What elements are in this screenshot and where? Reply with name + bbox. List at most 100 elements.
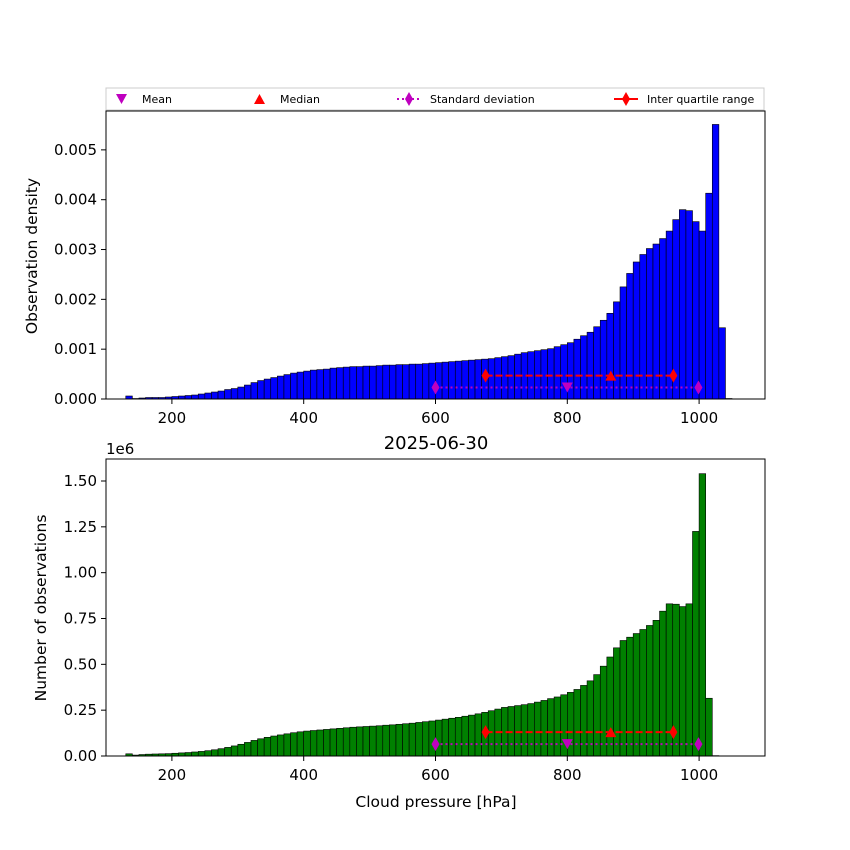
bottom-iqr-marker bbox=[481, 725, 490, 740]
top-histogram-bar bbox=[316, 369, 324, 400]
top-iqr-marker bbox=[481, 368, 490, 383]
top-histogram-bar bbox=[342, 366, 351, 400]
top-histogram-bar bbox=[309, 369, 318, 400]
bottom-y-tick-label: 0.00 bbox=[64, 747, 97, 765]
bottom-chart-title: 2025-06-30 bbox=[384, 433, 489, 454]
bottom-histogram-bar bbox=[540, 700, 548, 757]
bottom-histogram-bar bbox=[323, 729, 331, 757]
legend-iqr-label: Inter quartile range bbox=[647, 93, 754, 106]
bottom-histogram-bar bbox=[586, 680, 594, 757]
bottom-histogram-bar bbox=[606, 656, 614, 757]
bottom-histogram-bar bbox=[263, 736, 272, 757]
bottom-histogram-bar bbox=[698, 473, 706, 757]
top-histogram-bar bbox=[586, 331, 594, 400]
top-x-tick-label: 200 bbox=[158, 409, 187, 427]
bottom-histogram-bar bbox=[349, 726, 357, 757]
bottom-histogram-bar bbox=[547, 698, 555, 757]
top-histogram-bar bbox=[224, 389, 232, 400]
top-histogram-bar bbox=[290, 372, 298, 400]
bottom-histogram-bar bbox=[454, 717, 463, 757]
top-histogram-bar bbox=[639, 254, 647, 400]
top-std-marker bbox=[431, 380, 440, 395]
top-histogram-bar bbox=[349, 366, 357, 400]
bottom-histogram-bar bbox=[257, 738, 265, 757]
top-histogram-bar bbox=[501, 356, 509, 400]
top-y-tick-label: 0.001 bbox=[54, 340, 97, 358]
bottom-histogram-bar bbox=[461, 715, 469, 757]
top-histogram-bar bbox=[448, 361, 456, 400]
top-histogram-bar bbox=[375, 365, 384, 400]
bottom-x-tick-label: 800 bbox=[553, 766, 582, 784]
bottom-histogram-bar bbox=[382, 724, 390, 757]
top-histogram-bar bbox=[461, 360, 469, 400]
top-histogram-bar bbox=[606, 312, 614, 400]
top-histogram-bar bbox=[230, 388, 239, 400]
top-histogram-bar bbox=[540, 349, 548, 400]
top-histogram-bar bbox=[204, 392, 212, 400]
top-y-tick-label: 0.004 bbox=[54, 191, 97, 209]
bottom-histogram-bar bbox=[487, 710, 496, 757]
bottom-histogram-bar bbox=[191, 751, 199, 757]
top-histogram-bar bbox=[329, 367, 337, 400]
bottom-histogram-bar bbox=[415, 722, 423, 757]
top-histogram-bar bbox=[244, 384, 252, 400]
bottom-histogram-bar bbox=[613, 647, 621, 757]
bottom-histogram-bar bbox=[369, 725, 377, 757]
bottom-y-offset-label: 1e6 bbox=[106, 440, 134, 458]
bottom-x-tick-label: 400 bbox=[289, 766, 318, 784]
bottom-histogram-bar bbox=[270, 735, 278, 757]
top-histogram-bar bbox=[454, 360, 463, 400]
bottom-histogram-bar bbox=[290, 732, 298, 757]
top-y-tick-label: 0.005 bbox=[54, 141, 97, 159]
legend-mean-label: Mean bbox=[142, 93, 172, 106]
top-histogram-bar bbox=[474, 359, 482, 400]
top-x-tick-label: 400 bbox=[289, 409, 318, 427]
top-y-tick-label: 0.002 bbox=[54, 290, 97, 308]
bottom-histogram-bar bbox=[224, 747, 232, 757]
top-histogram-bar bbox=[197, 393, 206, 400]
top-y-tick-label: 0.003 bbox=[54, 241, 97, 259]
bottom-histogram-bar bbox=[342, 727, 351, 757]
bottom-histogram-bar bbox=[553, 696, 562, 757]
bottom-y-tick-label: 1.00 bbox=[64, 564, 97, 582]
top-histogram-bar bbox=[494, 357, 502, 400]
bottom-median-marker bbox=[605, 727, 617, 738]
bottom-histogram-bar bbox=[230, 745, 239, 757]
bottom-histogram-bar bbox=[435, 719, 443, 757]
bottom-histogram-bar bbox=[441, 718, 449, 757]
top-histogram-bar bbox=[560, 344, 568, 400]
bottom-histogram-bar bbox=[244, 742, 252, 757]
top-histogram-bar bbox=[237, 386, 245, 400]
bottom-histogram-bar bbox=[296, 731, 304, 757]
top-histogram-bar bbox=[441, 361, 449, 400]
top-x-tick-label: 1000 bbox=[680, 409, 718, 427]
top-y-axis-label: Observation density bbox=[23, 178, 41, 334]
bottom-histogram-bar bbox=[184, 752, 192, 757]
top-histogram-bar bbox=[408, 363, 417, 400]
bottom-histogram-bar bbox=[527, 703, 535, 757]
bottom-histogram-bar bbox=[639, 629, 647, 757]
bottom-std-marker bbox=[431, 737, 440, 752]
top-iqr-marker bbox=[669, 368, 678, 383]
bottom-y-axis-label: Number of observations bbox=[32, 515, 50, 702]
top-histogram-bar bbox=[692, 221, 700, 400]
density-histogram-panel: Observation density 200 400 600 800 1000 0.00… bbox=[23, 110, 766, 427]
bottom-histogram-bar bbox=[277, 734, 285, 757]
bottom-x-tick-label: 600 bbox=[421, 766, 450, 784]
bottom-histogram-bar bbox=[692, 531, 700, 757]
bottom-histogram-bar bbox=[448, 717, 456, 757]
top-histogram-bar bbox=[296, 371, 304, 400]
bottom-histogram-bar bbox=[428, 720, 436, 757]
top-histogram-bar bbox=[547, 348, 555, 400]
bottom-x-axis-label: Cloud pressure [hPa] bbox=[355, 793, 516, 811]
top-histogram-bar bbox=[389, 364, 397, 400]
bottom-histogram-bar bbox=[514, 705, 522, 757]
top-histogram-bar bbox=[395, 364, 403, 400]
bottom-x-tick-label: 1000 bbox=[680, 766, 718, 784]
top-histogram-bar bbox=[435, 362, 443, 400]
bottom-y-tick-label: 0.75 bbox=[64, 610, 97, 628]
bottom-histogram-bar bbox=[356, 726, 364, 757]
top-std-marker bbox=[694, 380, 703, 395]
top-histogram-bar bbox=[303, 370, 311, 400]
top-histogram-bar bbox=[507, 355, 515, 400]
